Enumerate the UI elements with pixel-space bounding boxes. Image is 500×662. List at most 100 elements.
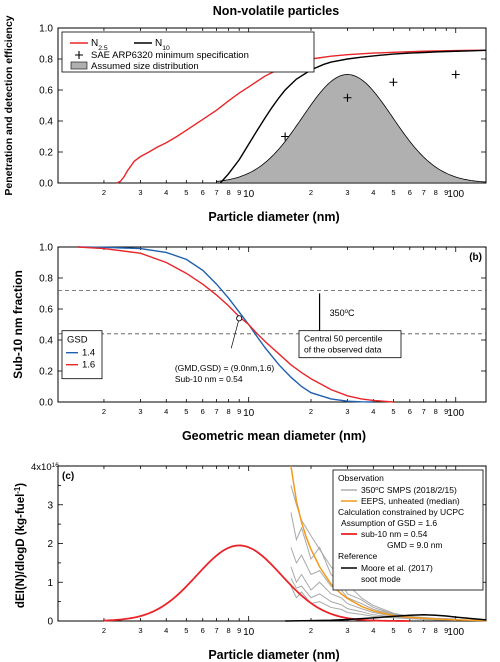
legend-label-sae: SAE ARP6320 minimum specification (91, 50, 249, 61)
series-assumed-size-distribution (216, 74, 487, 184)
legend-label-n10: N10 (155, 38, 170, 52)
panel-b: 2 3 4 5 6 7 8 9 10 2 3 4 5 6 7 8 9 1000.00.20.40.60.81.0G… (11, 243, 487, 443)
legend-box-c (332, 469, 484, 591)
x-tick-label-c: 7 (422, 626, 426, 635)
legend-box-b (61, 330, 103, 380)
series-sub-10-nm-0-54 (103, 544, 410, 622)
series-smps-run (290, 585, 456, 621)
x-tick-label-a: 2 (309, 188, 313, 197)
x-tick-label-b: 7 (422, 407, 426, 416)
x-tick-label-c: 9 (237, 626, 241, 635)
x-tick-label-c: 7 (215, 626, 219, 635)
panel-a: 2 3 4 5 6 7 8 9 10 2 3 4 5 6 7 8 9 1000.00.20.40.60.81.0P… (3, 15, 487, 224)
x-tick-label-c: 6 (201, 626, 205, 635)
y-tick-label-a: 1.0 (39, 24, 53, 35)
y-scale-label: 4x1016 (31, 462, 59, 474)
legend-label-moore-1: Moore et al. (2017) (361, 563, 433, 573)
y-tick-label-b: 0.4 (39, 336, 53, 347)
x-tick-label-c: 5 (391, 626, 395, 635)
y-tick-label-b: 0.0 (39, 398, 53, 409)
x-tick-label-a: 2 (102, 188, 106, 197)
legend-assumption: Assumption of GSD = 1.6 (341, 518, 437, 528)
legend-label-sub10: sub-10 nm = 0.54 (361, 529, 428, 539)
x-tick-label-b: 6 (408, 407, 412, 416)
legend-label-eeps: EEPS, unheated (median) (361, 496, 460, 506)
x-tick-label-a: 6 (201, 188, 205, 197)
y-tick-label-b: 0.8 (39, 274, 53, 285)
central-label-2: of the observed data (304, 345, 382, 355)
x-tick-label-c: 3 (138, 626, 142, 635)
x-axis-label-a: Particle diameter (nm) (208, 210, 339, 224)
series-eeps-unheated-median- (290, 465, 487, 622)
legend-label-fill: Assumed size distribution (91, 61, 199, 72)
legend-label-smps: 350oC SMPS (2018/2/15) (361, 485, 457, 495)
x-tick-label-a: 100 (447, 189, 464, 200)
legend-observation: Observation (338, 473, 384, 483)
x-tick-label-b: 3 (138, 407, 142, 416)
y-tick-label-b: 0.2 (39, 367, 53, 378)
x-tick-label-a: 9 (237, 188, 241, 197)
x-tick-label-c: 5 (184, 626, 188, 635)
legend-label-moore-2: soot mode (361, 574, 401, 584)
y-tick-label-b: 1.0 (39, 243, 53, 254)
panel-label-b: (b) (469, 252, 482, 263)
x-tick-label-c: 2 (102, 626, 106, 635)
x-tick-label-b: 2 (309, 407, 313, 416)
series-gsd-1-6 (78, 246, 394, 403)
x-tick-label-c: 4 (371, 626, 375, 635)
series-moore-et-al-2017-soot-mode (285, 614, 487, 622)
x-tick-label-a: 8 (227, 188, 231, 197)
y-tick-label-a: 0.0 (39, 179, 53, 190)
x-tick-label-b: 2 (102, 407, 106, 416)
x-tick-label-b: 4 (371, 407, 375, 416)
x-tick-label-c: 3 (345, 626, 349, 635)
x-tick-label-b: 9 (444, 407, 448, 416)
x-tick-label-c: 4 (164, 626, 168, 635)
x-axis-label-c: Particle diameter (nm) (208, 648, 339, 662)
y-tick-label-a: 0.4 (39, 117, 53, 128)
y-tick-label-b: 0.6 (39, 305, 53, 316)
sae-marker (451, 70, 460, 79)
temperature-label-b: 350oC (330, 308, 355, 319)
x-tick-label-c: 2 (309, 626, 313, 635)
central-box (298, 330, 402, 359)
legend-reference: Reference (338, 551, 377, 561)
x-tick-label-b: 6 (201, 407, 205, 416)
x-tick-label-b: 8 (227, 407, 231, 416)
x-tick-label-a: 4 (371, 188, 375, 197)
y-tick-label-c: 1 (47, 578, 53, 589)
panel-label-c: (c) (62, 471, 74, 482)
y-tick-label-c: 3 (47, 500, 53, 511)
x-tick-label-c: 10 (243, 627, 255, 638)
x-tick-label-a: 7 (422, 188, 426, 197)
legend-title-b: GSD (67, 335, 88, 346)
series-n10 (219, 49, 487, 184)
legend-label-gmd: GMD = 9.0 nm (387, 540, 443, 550)
x-tick-label-b: 10 (243, 408, 255, 419)
sae-marker (343, 93, 352, 102)
legend-label-n25: N2.5 (91, 38, 108, 52)
plot-frame-b (57, 246, 487, 403)
legend-calc: Calculation constrained by UCPC (338, 507, 464, 517)
central-label-1: Central 50 percentile (304, 334, 383, 344)
legend-label-gsd: 1.4 (82, 348, 95, 359)
x-tick-label-a: 8 (434, 188, 438, 197)
x-tick-label-a: 9 (444, 188, 448, 197)
gmd-point (236, 315, 243, 322)
figure-title: Non-volatile particles (213, 4, 339, 18)
x-tick-label-b: 5 (391, 407, 395, 416)
x-tick-label-a: 10 (243, 189, 255, 200)
point-label-1: (GMD,GSD) = (9.0nm,1.6) (175, 363, 275, 373)
sae-marker (281, 132, 290, 141)
x-tick-label-b: 9 (237, 407, 241, 416)
x-tick-label-a: 5 (184, 188, 188, 197)
legend-swatch-fill (70, 61, 88, 70)
sae-marker (389, 78, 398, 87)
x-tick-label-b: 4 (164, 407, 168, 416)
x-tick-label-a: 4 (164, 188, 168, 197)
x-tick-label-c: 6 (408, 626, 412, 635)
legend-label-gsd: 1.6 (82, 360, 95, 371)
y-tick-label-c: 2 (47, 539, 53, 550)
